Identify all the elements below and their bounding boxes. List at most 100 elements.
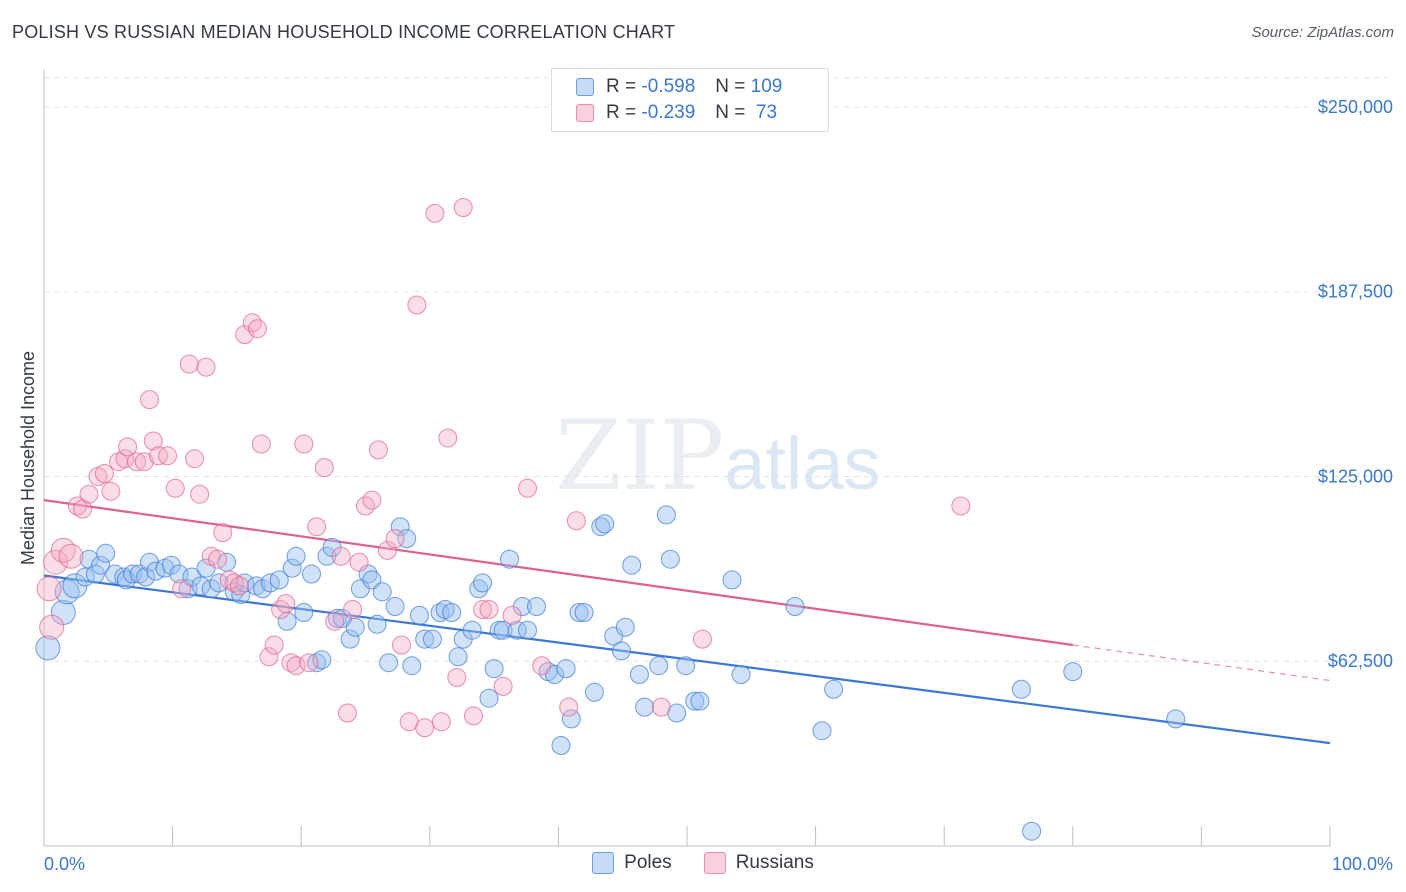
russians-trend-line bbox=[43, 499, 1073, 647]
poles-point bbox=[302, 564, 321, 584]
poles-point bbox=[824, 679, 844, 699]
poles-point bbox=[462, 620, 482, 640]
poles-point bbox=[629, 665, 649, 684]
chart-source: Source: ZipAtlas.com bbox=[1251, 24, 1394, 41]
stats-legend: R = -0.598 N = 109 R = -0.239 N = 73 bbox=[551, 68, 829, 132]
poles-point bbox=[656, 505, 676, 525]
series-legend: Poles Russians bbox=[0, 852, 1406, 874]
russians-point bbox=[158, 446, 177, 466]
poles-point bbox=[269, 570, 289, 590]
poles-point bbox=[91, 555, 111, 575]
watermark-zip: ZIP bbox=[555, 400, 725, 512]
russians-point bbox=[425, 203, 445, 223]
russians-point bbox=[438, 428, 458, 448]
russians-trend-extension bbox=[1072, 644, 1331, 682]
axes bbox=[43, 70, 1330, 847]
russians-point bbox=[559, 697, 579, 717]
russians-point bbox=[431, 712, 451, 732]
legend-row-poles: R = -0.598 N = 109 bbox=[576, 75, 782, 99]
russians-point bbox=[79, 484, 99, 504]
y-tick-label: $187,500 bbox=[1318, 282, 1393, 302]
poles-point bbox=[527, 597, 546, 616]
poles-point bbox=[649, 656, 669, 676]
watermark-atlas: atlas bbox=[724, 422, 881, 505]
russians-point bbox=[338, 703, 357, 723]
russians-point bbox=[190, 484, 210, 504]
y-tick-labels: $62,500 $125,000 $187,500 $250,000 bbox=[1318, 97, 1393, 671]
poles-point bbox=[518, 620, 537, 640]
russians-point bbox=[473, 600, 492, 619]
poles-point bbox=[1063, 662, 1083, 682]
russians-point bbox=[58, 543, 84, 569]
series-swatch-russians bbox=[703, 852, 726, 874]
poles-point bbox=[294, 603, 314, 622]
russians-point bbox=[464, 706, 483, 726]
series-legend-label: Russians bbox=[735, 852, 814, 873]
poles-point bbox=[1011, 679, 1031, 699]
series-legend-poles: Poles bbox=[592, 852, 672, 874]
poles-point bbox=[690, 691, 710, 711]
poles-point bbox=[484, 659, 504, 679]
russians-point bbox=[264, 635, 284, 655]
poles-point bbox=[635, 697, 655, 717]
poles-point bbox=[235, 573, 255, 593]
poles-point bbox=[367, 614, 387, 634]
russians-point bbox=[368, 440, 388, 460]
poles-point bbox=[493, 620, 513, 640]
russians-point bbox=[43, 549, 69, 575]
russians-point bbox=[392, 635, 411, 655]
poles-point bbox=[253, 579, 273, 599]
russians-point bbox=[331, 546, 351, 566]
russians-point bbox=[532, 656, 552, 676]
poles-point bbox=[385, 597, 405, 616]
russians-point bbox=[67, 496, 87, 516]
poles-point bbox=[551, 736, 571, 755]
russians-point bbox=[179, 354, 199, 374]
legend-r-label: R = bbox=[606, 76, 637, 97]
russians-point bbox=[479, 600, 499, 619]
poles-point bbox=[1166, 709, 1186, 729]
russians-point bbox=[143, 431, 163, 451]
russians-point bbox=[196, 357, 216, 377]
russians-point bbox=[165, 478, 185, 498]
legend-r-label: R = bbox=[606, 102, 637, 123]
poles-point bbox=[96, 543, 116, 563]
russians-point bbox=[36, 576, 62, 602]
poles-point bbox=[676, 656, 696, 676]
legend-n-label: N = bbox=[715, 76, 746, 97]
y-axis-label: Median Household Income bbox=[18, 351, 38, 565]
chart-title: POLISH VS RUSSIAN MEDIAN HOUSEHOLD INCOM… bbox=[12, 22, 676, 42]
poles-point bbox=[430, 603, 450, 622]
russians-point bbox=[271, 600, 291, 619]
poles-point bbox=[390, 517, 410, 537]
trend-lines bbox=[43, 499, 1331, 745]
poles-point bbox=[372, 582, 392, 602]
legend-r-value: -0.598 bbox=[641, 76, 696, 97]
poles-point bbox=[422, 629, 442, 649]
poles-point bbox=[660, 549, 680, 569]
russians-point bbox=[208, 549, 228, 569]
russians-point bbox=[118, 437, 138, 457]
poles-point bbox=[35, 635, 61, 661]
poles-point bbox=[317, 546, 337, 566]
legend-n-value: 109 bbox=[750, 76, 783, 97]
russians-point bbox=[101, 481, 121, 501]
poles-point bbox=[201, 579, 221, 599]
russians-point bbox=[502, 605, 522, 625]
y-tick-label: $250,000 bbox=[1318, 97, 1393, 117]
poles-point bbox=[722, 570, 742, 590]
russians-point bbox=[415, 718, 435, 738]
poles-point bbox=[561, 709, 581, 729]
legend-n-value: 73 bbox=[750, 102, 778, 123]
poles-point bbox=[327, 608, 347, 628]
poles-point bbox=[379, 653, 399, 673]
poles-trend-line bbox=[43, 574, 1331, 745]
russians-point bbox=[566, 511, 586, 531]
russians-point bbox=[362, 490, 382, 510]
russians-point bbox=[314, 458, 334, 478]
russians-point bbox=[299, 653, 319, 673]
russians-point bbox=[115, 449, 135, 469]
russians-point bbox=[259, 647, 279, 667]
russians-point bbox=[172, 579, 192, 599]
